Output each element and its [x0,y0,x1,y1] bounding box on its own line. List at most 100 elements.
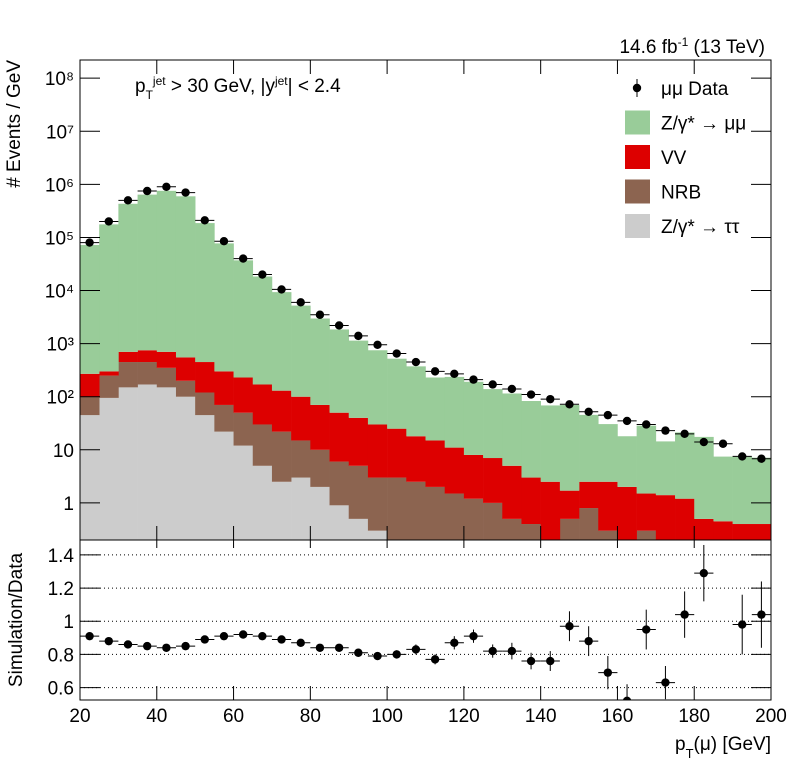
y-axis-title: # Events / GeV [4,60,25,188]
stack-bar [118,362,138,388]
stack-bar [655,441,676,496]
data-point [334,321,344,330]
stack-bar [99,375,119,398]
stack-bar [367,530,388,540]
stack-bar [444,376,465,448]
ratio-point [469,631,478,641]
ratio-point [315,643,325,652]
ratio-point [392,650,401,659]
stack-bar [521,401,541,478]
legend-swatch [625,179,650,204]
ratio-point [661,678,670,687]
stack-bar [310,404,330,450]
x-tick-label: 60 [223,706,244,727]
x-tick-label: 200 [755,706,787,727]
stack [80,190,771,540]
data-point [142,186,152,196]
legend-data-marker [632,83,642,93]
stack-bar [118,387,138,540]
stack-bar [425,486,445,540]
lumi-label: 14.6 fb-1 (13 TeV) [619,35,765,58]
ratio-point [296,638,305,647]
ratio-point [258,631,267,641]
stack-bar [99,224,119,372]
data-point [661,426,670,435]
data-point [123,196,133,205]
stack-bar [521,477,541,525]
stack-bar [579,508,599,540]
stack-bar [502,465,522,519]
ratio-point [757,610,766,619]
ratio-point [699,568,709,578]
data-point [181,188,190,197]
x-axis-title-part: p [675,734,686,755]
stack-bar [579,414,599,482]
data-point [546,394,555,404]
stack-bar [156,190,177,352]
stack-bar [463,381,484,455]
ratio-point [565,622,574,631]
stack-bar [540,405,561,482]
y-axis-title: Simulation/Data [6,553,27,688]
ratio-point [546,656,555,666]
stack-bar [137,384,158,540]
cut-annotation-part: | < 2.4 [288,76,341,97]
stack-bar [118,203,138,352]
stack-bar [271,390,292,432]
data-point [277,285,286,294]
ratio-point [373,651,382,661]
data-point [162,182,171,191]
ratio-marks [80,544,771,700]
x-tick-label: 180 [678,706,710,727]
y-tick-label: 0.6 [48,679,74,700]
ratio-point [526,656,536,666]
stack-bar [598,481,618,531]
data-point [507,384,517,394]
ratio-point [603,668,613,677]
data-point [238,254,248,263]
x-axis-title-part: T [686,746,694,761]
stack-bar [329,505,350,540]
ratio-point [411,645,421,654]
stack-bar [175,396,196,540]
y-tick-label: 10⁷ [46,122,74,143]
data-point [104,217,113,226]
stack-bar [713,521,733,540]
stack-bar [406,481,426,540]
stack-bar [675,432,695,499]
lumi-label-part: (13 TeV) [688,37,765,58]
stack-bar [214,404,234,432]
legend-label: Z/γ* → μμ [661,114,746,135]
data-point [296,298,305,307]
lumi-label-part: 14.6 fb [619,37,677,58]
stack-bar [502,393,522,466]
ratio-point [488,646,497,656]
ratio-point [680,610,689,619]
ratio-point [85,631,94,641]
y-tick-label: 10⁶ [45,175,74,196]
legend-swatch [625,110,650,135]
stack-bar [291,440,311,478]
ratio-point [334,643,344,652]
stack-bar [195,362,215,393]
stack-bar [156,351,177,368]
y-tick-label: 1.2 [48,579,74,600]
data-point [85,238,94,247]
ratio-point [354,648,363,657]
stack-bar [271,431,292,482]
stack-bar [156,387,177,540]
stack-bar [252,276,273,385]
y-tick-label: 10³ [47,335,74,356]
stack-bar [732,456,753,525]
stack-bar [425,377,445,441]
x-axis-title: pT(μ) [GeV] [675,734,771,761]
y-tick-label: 10⁸ [45,69,74,90]
stack-bar [175,380,196,397]
stack-bar [406,436,426,482]
stack-bar [252,424,273,466]
ratio-point [200,635,209,644]
stack-bar [425,440,445,487]
data-point [642,420,651,429]
stack-bar [80,415,100,540]
